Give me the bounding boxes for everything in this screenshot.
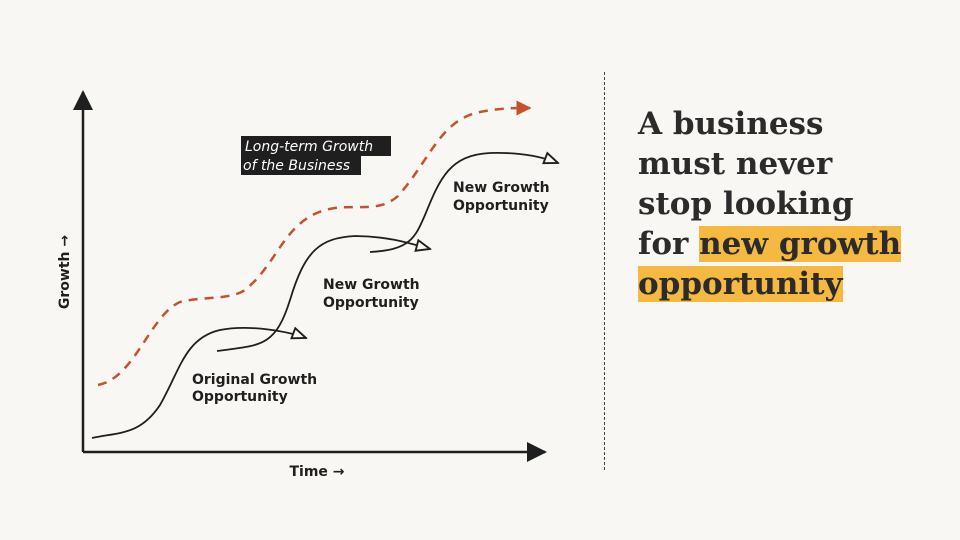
headline: A business must never stop looking for n…	[638, 104, 948, 304]
headline-line-4: for new growth	[638, 224, 948, 264]
headline-line-4-prefix: for	[638, 226, 700, 262]
vertical-divider	[604, 72, 605, 470]
new-growth-curve-2	[216, 235, 430, 352]
x-axis-label: Time →	[289, 464, 344, 480]
tag-line1: Long-term Growth	[245, 139, 373, 155]
new-growth-curve-3	[369, 153, 558, 253]
headline-line-5: opportunity	[638, 264, 948, 304]
new-growth-2-label-line2: Opportunity	[323, 295, 419, 311]
y-axis-label: Growth →	[57, 235, 73, 309]
new-growth-3-label-line2: Opportunity	[453, 198, 549, 214]
long-term-growth-tag: Long-term Growth of the Business	[241, 136, 391, 175]
new-growth-3-label-line1: New Growth	[453, 180, 550, 196]
original-growth-label-line1: Original Growth	[192, 372, 317, 388]
headline-line-3: stop looking	[638, 186, 854, 222]
original-growth-label-line2: Opportunity	[192, 389, 288, 405]
original-growth-curve	[91, 328, 306, 439]
new-growth-2-label-line1: New Growth	[323, 277, 420, 293]
headline-highlight-1: new growth	[699, 226, 902, 262]
tag-background-line2	[241, 155, 361, 175]
long-term-growth-curve	[97, 100, 532, 387]
tag-line2: of the Business	[243, 158, 350, 174]
headline-highlight-2: opportunity	[638, 266, 843, 302]
headline-line-1: A business	[638, 106, 824, 142]
tag-background-line1	[241, 136, 391, 156]
headline-line-2: must never	[638, 146, 833, 182]
growth-diagram: Time → Growth → Long-term Growth of the …	[57, 90, 600, 480]
